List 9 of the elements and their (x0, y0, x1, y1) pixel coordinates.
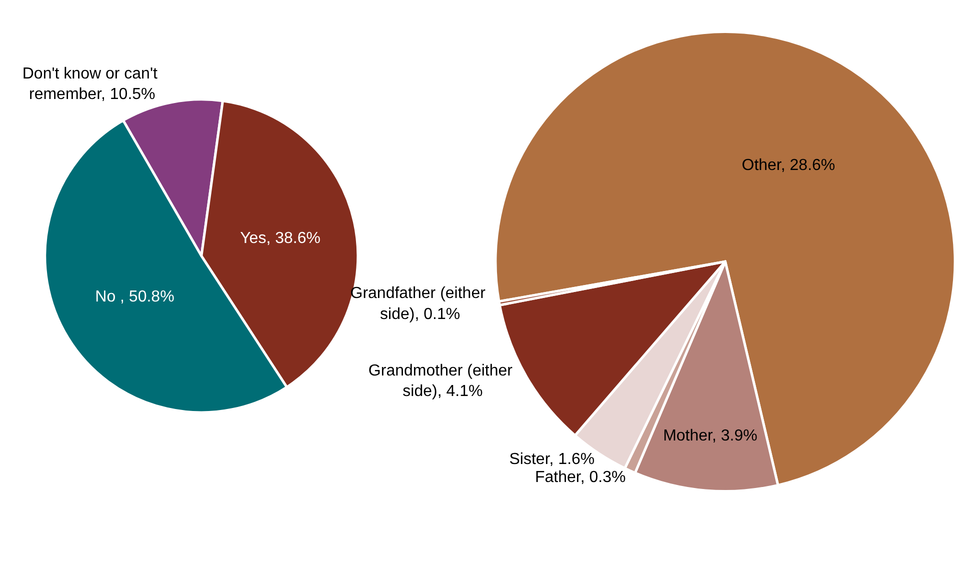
slice-label: Mother, 3.9% (663, 428, 758, 445)
slice-label: No , 50.8% (95, 288, 174, 306)
slice-label: Grandmother (either side), 4.1% (368, 362, 517, 400)
slice-label: Grandfather (either side), 0.1% (350, 285, 490, 323)
slice-label: Sister, 1.6% (509, 450, 595, 468)
slice-label: Father, 0.3% (534, 469, 626, 486)
slice-label: Other, 28.6% (742, 157, 836, 174)
slice-label: Don't know or can't remember, 10.5% (22, 65, 162, 104)
slice-label: Yes, 38.6% (240, 230, 320, 247)
